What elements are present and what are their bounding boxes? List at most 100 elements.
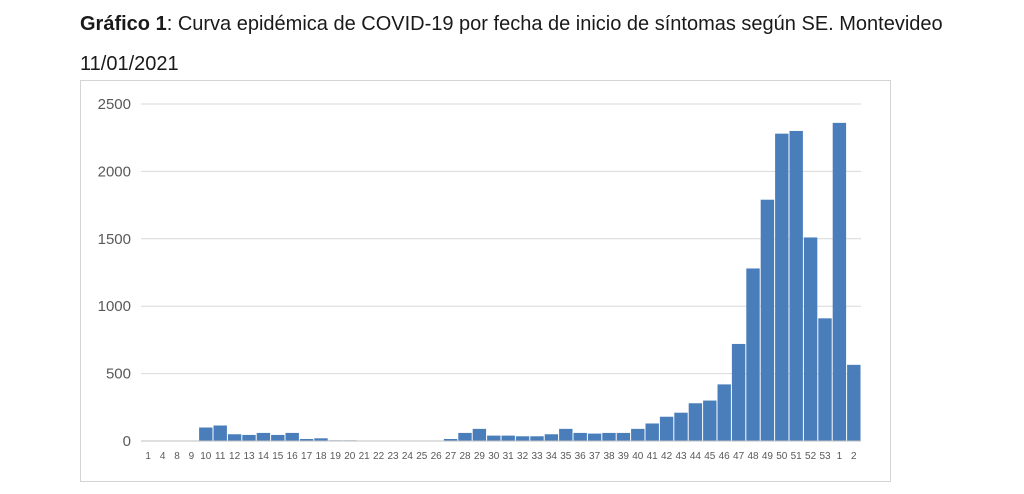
bars bbox=[199, 122, 861, 441]
bar bbox=[645, 423, 659, 441]
x-tick-label: 1 bbox=[145, 451, 151, 462]
bar bbox=[515, 436, 530, 441]
x-tick-label: 53 bbox=[819, 451, 831, 462]
bar bbox=[688, 403, 703, 441]
bar bbox=[559, 428, 573, 441]
bar bbox=[587, 433, 602, 441]
x-tick-label: 44 bbox=[690, 451, 702, 462]
x-tick-label: 25 bbox=[416, 451, 428, 462]
x-tick-label: 8 bbox=[174, 451, 180, 462]
x-tick-label: 18 bbox=[315, 451, 327, 462]
bar bbox=[803, 237, 818, 441]
x-tick-label: 38 bbox=[603, 451, 615, 462]
bar bbox=[775, 133, 789, 441]
y-tick-label: 1000 bbox=[98, 298, 131, 315]
x-tick-label: 11 bbox=[215, 451, 226, 462]
bar bbox=[616, 432, 631, 441]
bar bbox=[674, 412, 688, 441]
x-tick-label: 16 bbox=[287, 451, 299, 462]
y-tick-label: 2500 bbox=[98, 96, 131, 113]
x-tick-label: 14 bbox=[258, 451, 270, 462]
bar bbox=[285, 432, 299, 441]
bar bbox=[703, 400, 717, 441]
bar bbox=[299, 438, 314, 441]
x-tick-label: 42 bbox=[661, 451, 673, 462]
y-tick-label: 2000 bbox=[98, 163, 131, 180]
x-tick-label: 26 bbox=[431, 451, 443, 462]
bar bbox=[487, 435, 501, 441]
bar bbox=[242, 434, 256, 441]
y-axis-ticks: 0 500 1000 1500 2000 2500 bbox=[98, 96, 131, 450]
x-tick-label: 10 bbox=[200, 451, 212, 462]
y-tick-label: 1500 bbox=[98, 231, 131, 248]
x-tick-label: 23 bbox=[387, 451, 399, 462]
bar bbox=[199, 427, 213, 441]
x-tick-label: 17 bbox=[301, 451, 313, 462]
bar bbox=[530, 436, 544, 441]
x-tick-label: 52 bbox=[805, 451, 817, 462]
x-tick-label: 31 bbox=[503, 451, 515, 462]
bar bbox=[227, 434, 242, 441]
y-tick-label: 0 bbox=[123, 433, 131, 450]
x-tick-label: 13 bbox=[243, 451, 255, 462]
bar bbox=[602, 432, 616, 441]
bar bbox=[760, 199, 775, 441]
bar bbox=[314, 438, 328, 441]
x-tick-label: 12 bbox=[229, 451, 241, 462]
bar bbox=[789, 130, 803, 441]
x-tick-label: 49 bbox=[762, 451, 774, 462]
chart-frame: 0 500 1000 1500 2000 2500 1 4 8 9 10 11 12 13 14 15 16 1… bbox=[80, 80, 891, 482]
bar bbox=[501, 435, 515, 441]
x-tick-label: 21 bbox=[359, 451, 371, 462]
x-tick-label: 36 bbox=[575, 451, 587, 462]
x-tick-label: 2 bbox=[851, 451, 857, 462]
x-axis-ticks: 1 4 8 9 10 11 12 13 14 15 16 17 18 19 20 21 22 23 24 25 26 27… bbox=[145, 451, 857, 462]
x-tick-label: 1 bbox=[837, 451, 843, 462]
bar bbox=[256, 432, 271, 441]
bar bbox=[458, 432, 472, 441]
x-tick-label: 48 bbox=[747, 451, 759, 462]
x-tick-label: 45 bbox=[704, 451, 716, 462]
y-tick-label: 500 bbox=[106, 366, 131, 383]
x-tick-label: 37 bbox=[589, 451, 601, 462]
x-tick-label: 46 bbox=[719, 451, 731, 462]
x-tick-label: 24 bbox=[402, 451, 414, 462]
bar bbox=[472, 428, 487, 441]
bar bbox=[271, 434, 285, 441]
x-tick-label: 30 bbox=[488, 451, 500, 462]
x-tick-label: 22 bbox=[373, 451, 385, 462]
bar bbox=[631, 428, 645, 441]
bar bbox=[717, 384, 731, 441]
x-tick-label: 43 bbox=[675, 451, 687, 462]
x-tick-label: 19 bbox=[330, 451, 342, 462]
x-tick-label: 4 bbox=[160, 451, 166, 462]
bar bbox=[213, 425, 227, 441]
x-tick-label: 50 bbox=[776, 451, 788, 462]
x-tick-label: 47 bbox=[733, 451, 745, 462]
x-tick-label: 35 bbox=[560, 451, 572, 462]
x-tick-label: 20 bbox=[344, 451, 356, 462]
x-tick-label: 41 bbox=[647, 451, 659, 462]
bar bbox=[746, 268, 760, 441]
x-tick-label: 15 bbox=[272, 451, 284, 462]
x-tick-label: 29 bbox=[474, 451, 486, 462]
caption-label: Gráfico 1 bbox=[80, 13, 167, 35]
bar bbox=[573, 432, 587, 441]
x-tick-label: 32 bbox=[517, 451, 529, 462]
figure-caption: Gráfico 1: Curva epidémica de COVID-19 p… bbox=[80, 4, 1000, 84]
x-tick-label: 34 bbox=[546, 451, 558, 462]
bar bbox=[818, 318, 832, 441]
x-tick-label: 39 bbox=[618, 451, 630, 462]
bar bbox=[731, 343, 746, 441]
x-tick-label: 9 bbox=[189, 451, 195, 462]
x-tick-label: 40 bbox=[632, 451, 644, 462]
x-tick-label: 51 bbox=[791, 451, 803, 462]
bar bbox=[659, 416, 674, 441]
caption-text: : Curva epidémica de COVID-19 por fecha … bbox=[80, 13, 943, 75]
x-tick-label: 28 bbox=[459, 451, 471, 462]
bar bbox=[443, 438, 458, 441]
bar bbox=[544, 434, 559, 441]
bar bbox=[832, 122, 847, 441]
x-tick-label: 33 bbox=[531, 451, 543, 462]
